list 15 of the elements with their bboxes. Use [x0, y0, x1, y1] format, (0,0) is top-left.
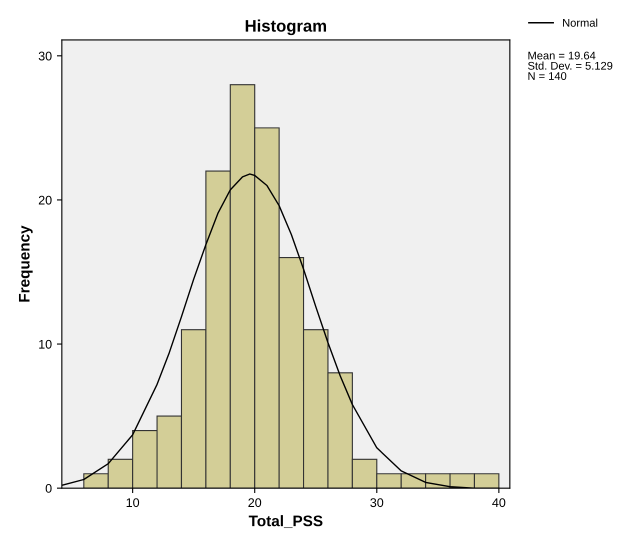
x-tick-label: 30	[370, 498, 384, 508]
y-tick-label: 0	[46, 484, 52, 493]
y-tick-label: 10	[39, 340, 52, 349]
y-tick-label: 20	[38, 196, 52, 205]
text: N = 140	[528, 72, 566, 80]
y-tick-label: 30	[38, 52, 52, 60]
x-tick-label: 10	[126, 498, 140, 508]
chart-title: Histogram	[246, 20, 326, 36]
x-tick-label: 20	[248, 498, 262, 508]
legend-label: Normal	[563, 18, 598, 27]
y-axis-title: Frequency	[18, 226, 33, 302]
x-tick-label: 40	[492, 498, 506, 508]
x-axis-title: Total_PSS	[248, 515, 322, 528]
text: Mean = 19.64	[528, 52, 596, 60]
text: Std. Dev. = 5.129	[528, 62, 612, 70]
